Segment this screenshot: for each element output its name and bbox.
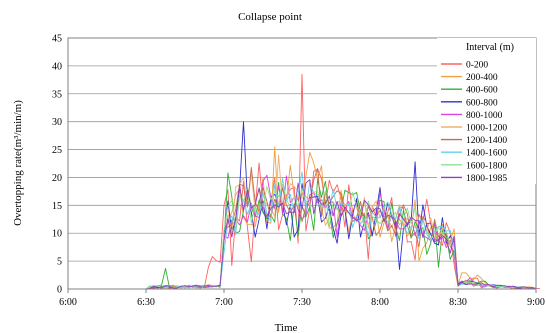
x-tick-label: 7:30 <box>293 297 311 308</box>
y-axis-label: Overtopping rate(m³/min/m) <box>12 100 24 226</box>
x-tick-label: 9:00 <box>527 297 545 308</box>
legend-label-600-800: 600-800 <box>466 98 498 108</box>
x-tick-label: 8:00 <box>371 297 389 308</box>
legend-label-1000-1200: 1000-1200 <box>466 124 507 134</box>
series-line-400-600 <box>68 172 537 290</box>
legend-label-1200-1400: 1200-1400 <box>466 136 507 146</box>
legend: Interval (m) 0-200 200-400 400-600 600-800 8… <box>437 38 536 184</box>
y-tick-labels: 0 5 10 15 20 25 30 35 40 45 <box>52 34 62 296</box>
series-line-800-1000 <box>68 174 537 290</box>
x-axis-label: Time <box>275 322 298 333</box>
legend-label-400-600: 400-600 <box>466 86 498 96</box>
y-tick-label: 10 <box>52 229 62 240</box>
x-tick-label: 6:30 <box>137 297 155 308</box>
legend-title: Interval (m) <box>466 42 514 53</box>
legend-label-200-400: 200-400 <box>466 73 498 83</box>
y-tick-label: 45 <box>52 34 62 45</box>
y-tick-label: 25 <box>52 145 62 156</box>
x-tick-label: 7:00 <box>215 297 233 308</box>
y-tick-label: 5 <box>57 257 62 268</box>
x-tick-label: 8:30 <box>449 297 467 308</box>
legend-label-800-1000: 800-1000 <box>466 111 503 121</box>
y-tick-label: 0 <box>57 285 62 296</box>
y-tick-label: 15 <box>52 201 62 212</box>
legend-label-1800-1985: 1800-1985 <box>466 174 507 184</box>
chart-title: Collapse point <box>238 11 302 23</box>
legend-label-1600-1800: 1600-1800 <box>466 161 507 171</box>
legend-label-0-200: 0-200 <box>466 61 488 71</box>
y-tick-label: 30 <box>52 117 62 128</box>
legend-background <box>437 38 536 184</box>
x-tick-label: 6:00 <box>59 297 77 308</box>
legend-label-1400-1600: 1400-1600 <box>466 149 507 159</box>
y-tick-label: 40 <box>52 61 62 72</box>
y-tick-label: 35 <box>52 89 62 100</box>
y-tick-label: 20 <box>52 173 62 184</box>
legend-items: 0-200 200-400 400-600 600-800 800-1000 1000-1… <box>441 61 507 184</box>
x-tick-labels: 6:00 6:30 7:00 7:30 8:00 8:30 9:00 <box>59 289 545 308</box>
